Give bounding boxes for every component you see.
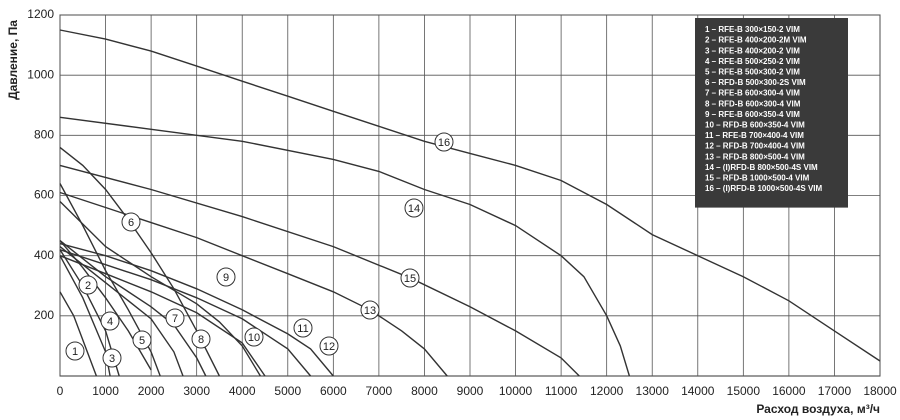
fan-curve <box>59 116 631 377</box>
x-axis-title: Расход воздуха, м³/ч <box>756 402 880 416</box>
x-tick-label: 5000 <box>274 384 301 398</box>
legend-box <box>695 18 848 208</box>
x-tick-label: 10000 <box>499 384 533 398</box>
curve-label-circle <box>132 330 152 350</box>
curve-label: 8 <box>198 334 204 346</box>
curve-label-circle <box>78 275 98 295</box>
curve-label: 11 <box>297 323 308 335</box>
x-tick-label: 15000 <box>727 384 761 398</box>
curve-label-circle <box>319 336 339 356</box>
legend-entry: 16 – (I)RFD-B 1000×500-4S VIM <box>705 184 822 193</box>
curve-label: 13 <box>364 305 376 317</box>
curve-label-circle <box>244 327 264 347</box>
curve-label: 9 <box>223 272 229 284</box>
x-tick-label: 14000 <box>681 384 715 398</box>
y-tick-label: 200 <box>34 308 54 322</box>
curve-label-circle <box>102 348 122 368</box>
x-tick-label: 4000 <box>229 384 256 398</box>
legend-entry: 11 – RFE-B 700×400-4 VIM <box>705 131 804 140</box>
x-tick-label: 9000 <box>457 384 484 398</box>
curve-label-circle <box>216 267 236 287</box>
curve-label: 14 <box>408 203 420 215</box>
curve-label-circle <box>400 268 420 288</box>
x-tick-label: 7000 <box>366 384 393 398</box>
legend-entry: 3 – RFE-B 400×200-2 VIM <box>705 46 800 55</box>
curve-label: 15 <box>404 273 416 285</box>
x-tick-label: 17000 <box>818 384 852 398</box>
y-axis-title: Давление, Па <box>6 20 20 100</box>
curve-label: 2 <box>85 280 91 292</box>
legend-entry: 2 – RFE-B 400×200-2M VIM <box>705 36 807 45</box>
y-tick-label: 1000 <box>27 67 54 81</box>
x-tick-label: 2000 <box>138 384 165 398</box>
curve-label-circle <box>121 212 141 232</box>
x-tick-label: 16000 <box>772 384 806 398</box>
curve-label-circle <box>404 198 424 218</box>
legend-entry: 13 – RFD-B 800×500-4 VIM <box>705 152 805 161</box>
curve-label: 1 <box>72 346 78 358</box>
y-tick-label: 1200 <box>27 7 54 21</box>
legend-entry: 8 – RFD-B 600×300-4 VIM <box>705 99 801 108</box>
x-tick-label: 8000 <box>411 384 438 398</box>
curve-label-circle <box>434 132 454 152</box>
fan-curve <box>59 255 266 377</box>
y-tick-label: 800 <box>34 128 54 142</box>
curve-label-circle <box>191 329 211 349</box>
legend-entry: 14 – (I)RFD-B 800×500-4S VIM <box>705 163 818 172</box>
curve-label-circle <box>293 318 313 338</box>
fan-curve <box>59 146 221 377</box>
curve-label-circle <box>165 308 185 328</box>
legend-entry: 15 – RFD-B 1000×500-4 VIM <box>705 174 810 183</box>
curve-label: 3 <box>109 353 115 365</box>
x-tick-label: 0 <box>57 384 64 398</box>
fan-curve <box>59 242 334 377</box>
fan-curve <box>59 249 312 377</box>
curve-label: 16 <box>438 137 450 149</box>
curve-label: 12 <box>323 341 335 353</box>
legend-entry: 4 – RFE-B 500×250-2 VIM <box>705 57 800 66</box>
x-tick-label: 6000 <box>320 384 347 398</box>
fan-curve <box>59 183 161 377</box>
x-tick-label: 18000 <box>863 384 897 398</box>
curve-label: 6 <box>128 217 134 229</box>
x-tick-label: 13000 <box>636 384 670 398</box>
curve-label: 4 <box>107 316 113 328</box>
legend-entry: 10 – RFD-B 600×350-4 VIM <box>705 121 805 130</box>
fan-curve <box>59 201 261 377</box>
curve-label: 7 <box>172 313 178 325</box>
y-tick-label: 600 <box>34 188 54 202</box>
x-tick-label: 3000 <box>183 384 210 398</box>
legend-entry: 6 – RFD-B 500×300-2S VIM <box>705 78 806 87</box>
curve-label-circle <box>100 311 120 331</box>
fan-curve <box>59 291 98 377</box>
x-tick-label: 12000 <box>590 384 624 398</box>
curve-label-circle <box>65 341 85 361</box>
curve-label-circle <box>360 300 380 320</box>
curve-label: 10 <box>248 332 260 344</box>
legend-entry: 5 – RFE-B 500×300-2 VIM <box>705 68 800 77</box>
x-tick-label: 1000 <box>92 384 119 398</box>
legend-entry: 1 – RFE-B 300×150-2 VIM <box>705 25 800 34</box>
curve-label: 5 <box>139 335 145 347</box>
fan-curve <box>59 246 184 377</box>
fan-curve <box>59 29 881 362</box>
legend-entry: 12 – RFD-B 700×400-4 VIM <box>705 142 805 151</box>
legend-entry: 7 – RFE-B 600×300-4 VIM <box>705 89 800 98</box>
legend-entry: 9 – RFE-B 600×350-4 VIM <box>705 110 800 119</box>
y-tick-label: 400 <box>34 248 54 262</box>
x-tick-label: 11000 <box>545 384 578 398</box>
